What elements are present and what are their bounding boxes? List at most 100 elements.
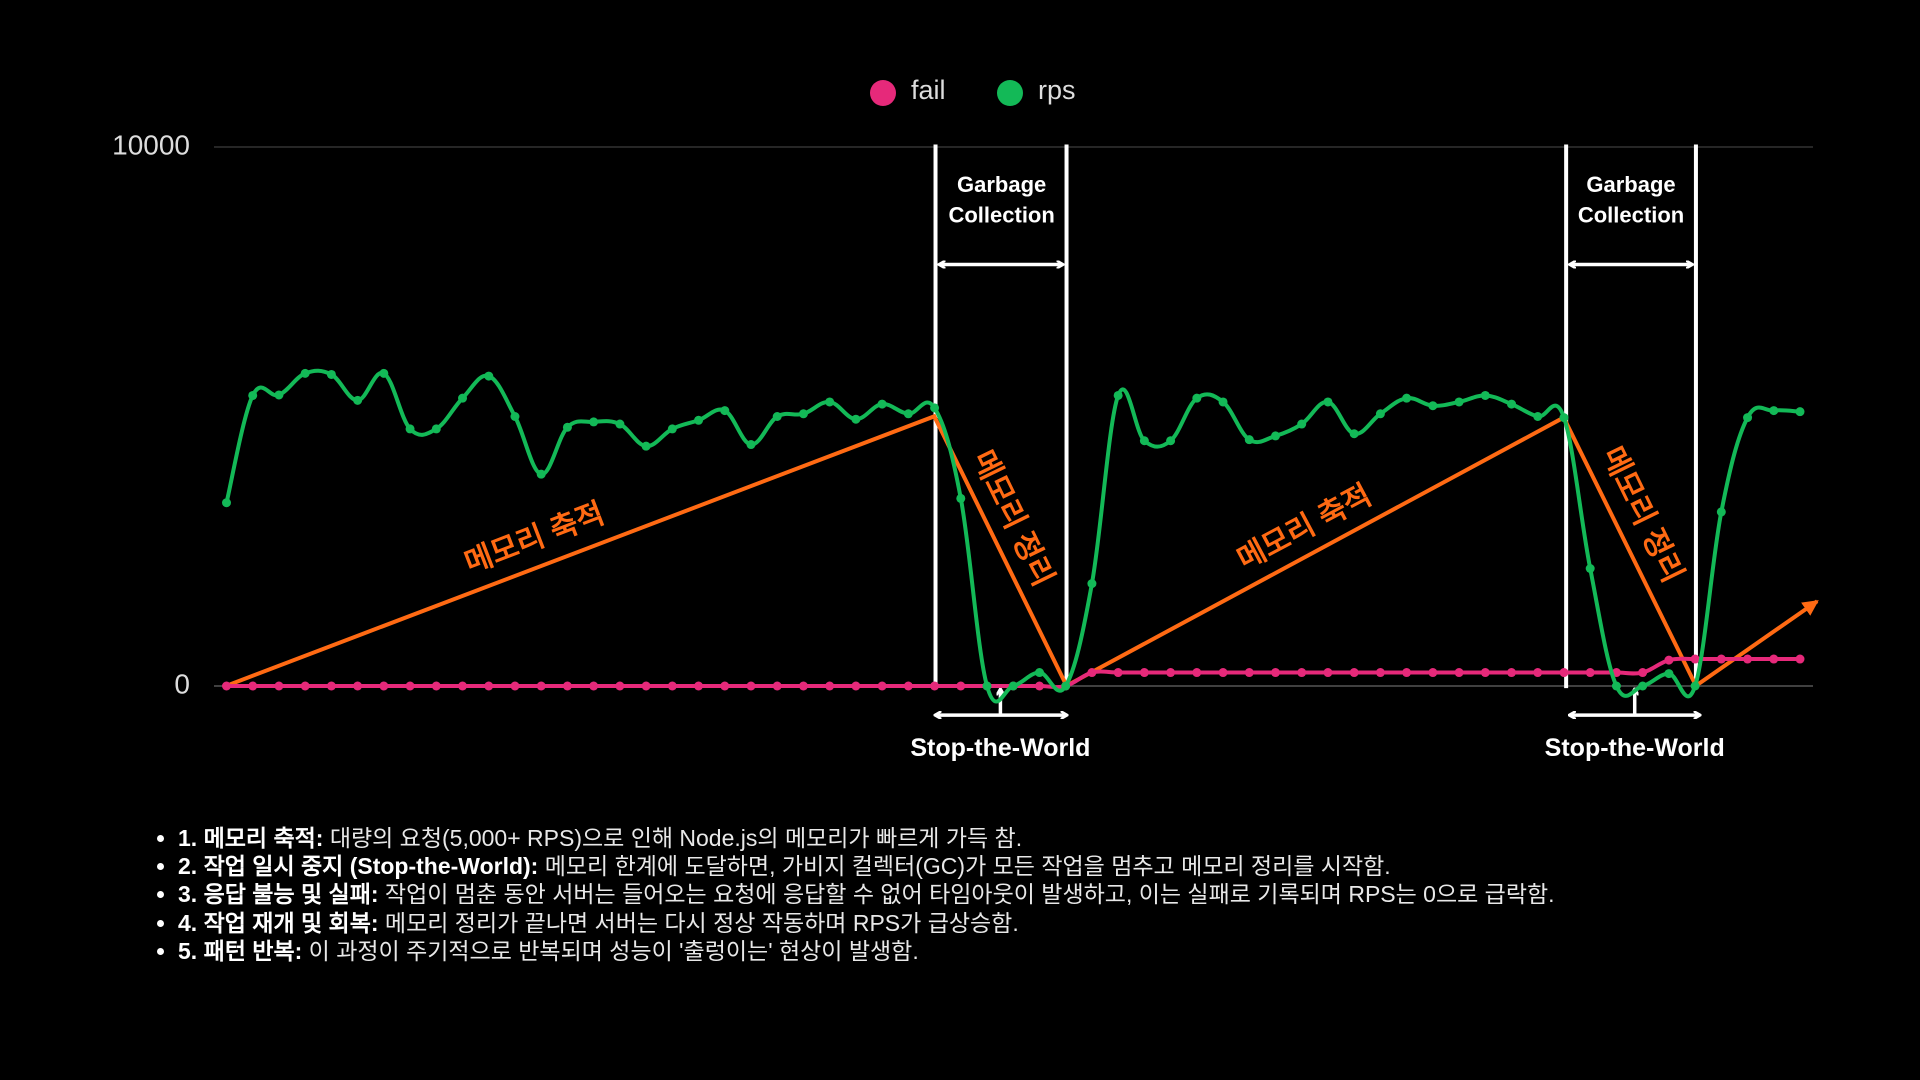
data-point: [1034, 668, 1044, 678]
data-point: [1192, 393, 1202, 403]
data-point: [615, 681, 625, 691]
note: 5. 패턴 반복: 이 과정이 주기적으로 반복되며 성능이 '출렁이는' 현상…: [178, 937, 1555, 965]
annotation: Garbage: [957, 172, 1046, 197]
annotation: 메모리 정리: [1595, 442, 1689, 588]
y-tick-label: 10000: [112, 129, 190, 160]
data-point: [353, 681, 363, 691]
data-point: [1402, 668, 1412, 678]
data-point: [1218, 668, 1228, 678]
data-point: [1533, 668, 1543, 678]
annotation: 메모리 축적: [1232, 479, 1377, 577]
data-point: [825, 681, 835, 691]
data-point: [746, 681, 756, 691]
note-text: 메모리 정리가 끝나면 서버는 다시 정상 작동하며 RPS가 급상승함.: [384, 909, 1019, 936]
data-point: [1349, 668, 1359, 678]
data-point: [222, 681, 231, 691]
note-label: 5. 패턴 반복:: [178, 937, 303, 964]
data-point: [379, 368, 389, 378]
annotation: 메모리 정리: [966, 445, 1060, 591]
note-label: 2. 작업 일시 중지 (Stop-the-World):: [178, 853, 539, 880]
data-point: [615, 419, 625, 429]
data-point: [1061, 681, 1071, 691]
note: 1. 메모리 축적: 대량의 요청(5,000+ RPS)으로 인해 Node.…: [178, 824, 1555, 852]
legend-marker: [870, 80, 896, 106]
data-point: [536, 681, 546, 691]
data-point: [1113, 390, 1123, 400]
note-text: 대량의 요청(5,000+ RPS)으로 인해 Node.js의 메모리가 빠르…: [329, 825, 1023, 851]
data-point: [1507, 668, 1517, 678]
data-point: [1507, 399, 1517, 409]
data-point: [1690, 681, 1700, 691]
plot: [222, 368, 1805, 704]
data-point: [956, 681, 966, 691]
data-point: [1244, 435, 1254, 445]
data-point: [1611, 681, 1621, 691]
data-point: [851, 414, 861, 424]
data-point: [1559, 668, 1569, 678]
data-point: [825, 397, 835, 407]
legend-marker: [997, 80, 1023, 106]
data-point: [1664, 669, 1674, 679]
data-point: [772, 412, 782, 421]
data-point: [930, 403, 940, 413]
data-point: [1664, 655, 1674, 665]
data-point: [1454, 397, 1464, 407]
data-point: [379, 681, 389, 691]
data-point: [1271, 431, 1280, 441]
data-point: [405, 424, 415, 434]
data-point: [667, 681, 677, 691]
data-point: [1087, 579, 1097, 589]
data-point: [1690, 654, 1700, 664]
data-point: [667, 424, 677, 434]
data-point: [1271, 668, 1280, 678]
data-point: [1769, 654, 1779, 664]
data-point: [1087, 668, 1097, 678]
data-point: [877, 399, 887, 409]
data-point: [1428, 668, 1438, 678]
data-point: [1218, 397, 1228, 407]
data-point: [562, 681, 572, 691]
data-point: [746, 440, 756, 450]
note-text: 작업이 멈춘 동안 서버는 들어오는 요청에 응답할 수 없어 타임아웃이 발생…: [384, 881, 1555, 908]
data-point: [1139, 668, 1149, 678]
annotation: Stop-the-World: [910, 734, 1090, 762]
data-point: [222, 498, 231, 508]
data-point: [300, 368, 310, 378]
data-point: [694, 681, 704, 691]
data-point: [1008, 681, 1018, 691]
memory-trend: [225, 413, 1819, 689]
data-point: [1166, 436, 1176, 446]
data-point: [1375, 668, 1385, 678]
data-point: [484, 371, 494, 381]
data-point: [641, 681, 651, 691]
data-point: [353, 395, 363, 405]
data-point: [1034, 681, 1044, 691]
data-point: [903, 681, 913, 691]
data-point: [1113, 668, 1123, 678]
data-point: [405, 681, 415, 691]
y-tick-label: 0: [174, 668, 190, 699]
data-point: [1769, 406, 1779, 416]
data-point: [1743, 413, 1753, 423]
data-point: [1454, 668, 1464, 678]
data-point: [1375, 409, 1385, 419]
data-point: [1349, 429, 1359, 439]
data-point: [1716, 654, 1726, 664]
annotation: Collection: [948, 203, 1054, 228]
data-point: [1585, 668, 1595, 678]
data-point: [458, 681, 468, 691]
data-point: [1323, 397, 1333, 407]
data-point: [536, 469, 546, 479]
data-point: [1166, 668, 1176, 678]
data-point: [851, 681, 861, 691]
data-point: [1795, 654, 1805, 664]
note: 4. 작업 재개 및 회복: 메모리 정리가 끝나면 서버는 다시 정상 작동하…: [178, 909, 1555, 937]
note-text: 메모리 한계에 도달하면, 가비지 컬렉터(GC)가 모든 작업을 멈추고 메모…: [544, 853, 1391, 880]
data-point: [1297, 419, 1307, 429]
note-text: 이 과정이 주기적으로 반복되며 성능이 '출렁이는' 현상이 발생함.: [308, 937, 919, 964]
data-point: [274, 681, 284, 691]
data-point: [1192, 668, 1202, 678]
data-point: [694, 415, 704, 425]
data-point: [484, 681, 494, 691]
